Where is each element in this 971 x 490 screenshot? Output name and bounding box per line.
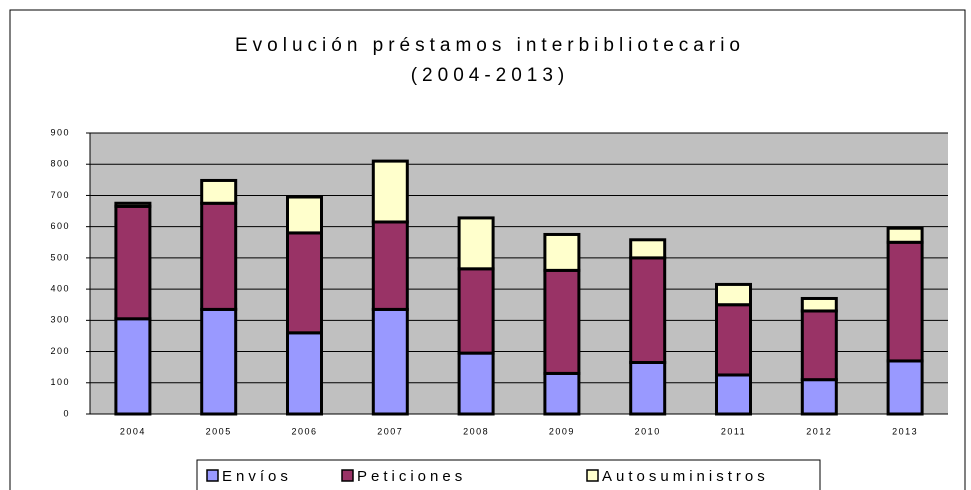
bar-segment [800,378,838,416]
bar-segment [371,159,409,224]
bar-segment [457,267,495,355]
bar-segment [543,371,581,416]
bar-segment [715,373,752,416]
bar-segment [543,232,581,272]
y-tick-label: 100 [50,377,70,387]
bar-segment [114,317,152,416]
bar-segment [286,231,323,335]
bar-segment [629,238,667,260]
bar-segment [715,303,752,377]
y-tick-label: 900 [50,127,70,137]
bar-segment [715,282,752,307]
bar-segment [114,204,152,321]
x-tick-label: 2012 [806,426,832,436]
bar-segment [629,360,667,416]
x-tick-label: 2013 [892,426,918,436]
x-tick-label: 2011 [721,426,746,436]
x-tick-label: 2006 [291,426,317,436]
y-tick-label: 300 [50,315,70,325]
y-tick-label: 800 [50,159,70,169]
y-tick-label: 500 [50,252,70,262]
bar-segment [543,268,581,375]
bar-segment [886,359,924,416]
bar-segment [800,296,838,313]
bar-segment [200,201,238,311]
y-tick-label: 0 [63,408,70,418]
legend-swatch [586,469,599,482]
bar-segment [886,226,924,244]
bar-segment [286,195,323,235]
bar-segment [286,331,323,416]
y-tick-label: 200 [50,346,70,356]
bar-segment [371,220,409,311]
x-tick-label: 2004 [120,426,146,436]
legend-label: Peticiones [357,468,466,485]
bar-segment [371,307,409,416]
x-tick-label: 2007 [377,426,403,436]
legend-swatch [206,469,219,482]
bar-segment [200,307,238,416]
legend-swatch [341,469,354,482]
bar-segment [114,201,152,208]
bar-segment [629,256,667,364]
legend-box [196,459,821,490]
bar-segment [457,351,495,416]
bar-segment [200,178,238,205]
y-tick-label: 700 [50,190,70,200]
y-tick-label: 400 [50,283,70,293]
legend-label: Envíos [222,468,292,485]
bar-segment [886,240,924,363]
y-tick-label: 600 [50,221,70,231]
legend-label: Autosuministros [602,468,769,485]
x-tick-label: 2009 [549,426,575,436]
bar-segment [800,309,838,382]
x-tick-label: 2005 [206,426,232,436]
chart-subtitle: (2004-2013) [411,65,570,86]
bar-segment [457,216,495,271]
x-tick-label: 2010 [635,426,661,436]
chart-title: Evolución préstamos interbibliotecario [235,35,745,56]
x-tick-label: 2008 [463,426,489,436]
